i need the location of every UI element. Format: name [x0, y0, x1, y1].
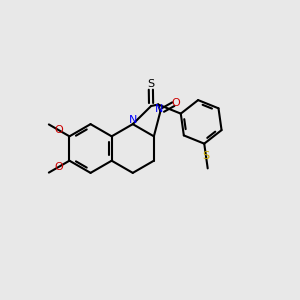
Text: S: S	[202, 151, 209, 161]
Text: O: O	[55, 162, 64, 172]
Text: N: N	[129, 115, 137, 125]
Text: O: O	[172, 98, 180, 108]
Text: O: O	[55, 125, 64, 135]
Text: S: S	[147, 79, 155, 89]
Text: N: N	[155, 104, 164, 114]
